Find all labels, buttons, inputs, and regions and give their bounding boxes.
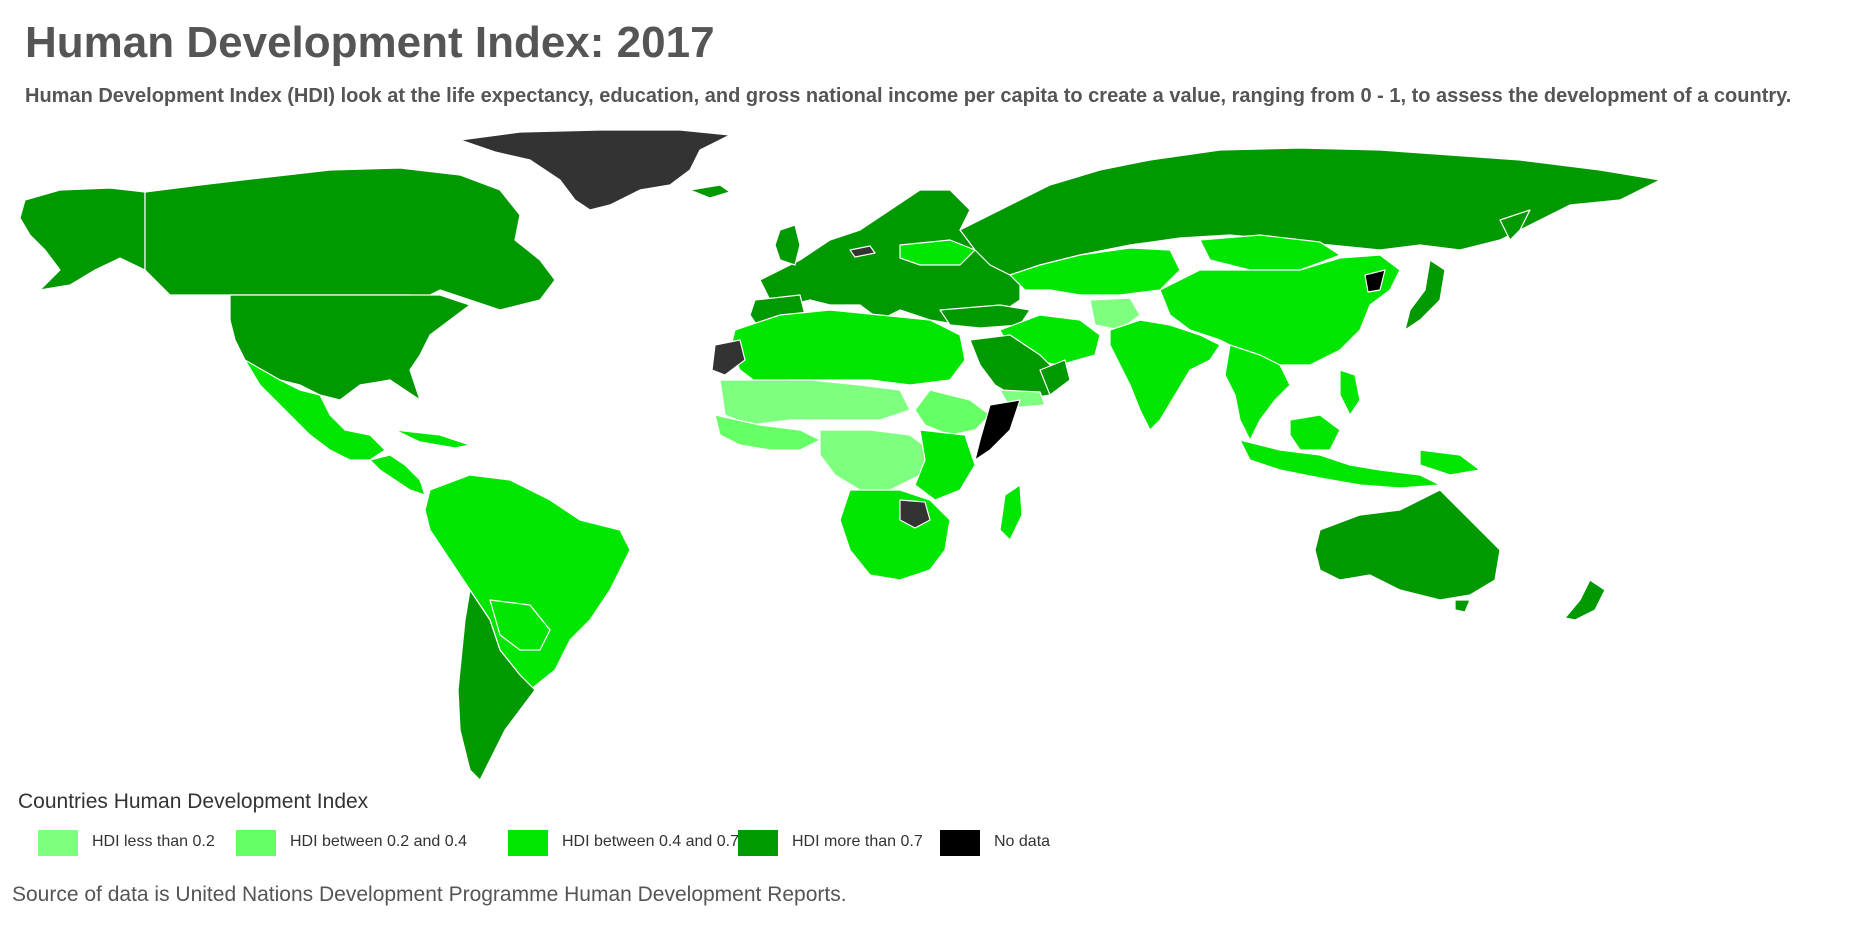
legend-swatch-no-data: [940, 830, 980, 856]
region-canada: [144, 167, 556, 311]
region-korea-north: [1364, 269, 1386, 293]
region-zimbabwe: [899, 499, 931, 529]
region-central-america: [369, 454, 426, 496]
region-indonesia: [1239, 439, 1441, 489]
region-india: [1109, 319, 1221, 431]
region-argentina-chile: [457, 589, 536, 781]
region-central-africa: [819, 429, 931, 491]
region-southeast-asia: [1224, 344, 1291, 441]
legend-title: Countries Human Development Index: [18, 790, 369, 813]
legend-label-low: HDI between 0.2 and 0.4: [290, 833, 468, 850]
region-south-america-north: [424, 474, 631, 691]
region-kamchatka: [1499, 209, 1531, 241]
region-tasmania: [1454, 599, 1471, 613]
region-japan: [1404, 259, 1446, 331]
region-north-africa: [729, 309, 966, 386]
region-china: [1159, 254, 1401, 366]
region-europe: [759, 189, 1021, 326]
region-borneo: [1289, 414, 1341, 451]
region-madagascar: [999, 484, 1023, 541]
legend-label-medium: HDI between 0.4 and 0.7: [562, 833, 740, 850]
region-mongolia: [1199, 234, 1341, 271]
legend-label-no-data: No data: [994, 833, 1051, 850]
region-kazakhstan: [1009, 247, 1181, 296]
region-western-sahara: [711, 339, 746, 376]
legend-swatch-high: [738, 830, 778, 856]
region-caribbean: [394, 429, 471, 449]
region-czechia: [849, 245, 876, 258]
region-ukraine-moldova: [899, 239, 976, 266]
source-note: Source of data is United Nations Develop…: [12, 883, 847, 906]
region-bolivia-paraguay: [489, 599, 551, 651]
region-southern-africa: [839, 489, 951, 581]
legend-swatch-medium: [508, 830, 548, 856]
region-uk: [774, 224, 801, 266]
region-philippines: [1339, 369, 1361, 416]
region-somalia: [974, 399, 1021, 461]
page-title: Human Development Index: 2017: [25, 18, 715, 67]
region-greenland: [459, 130, 731, 211]
region-alaska: [19, 187, 146, 291]
legend-label-high: HDI more than 0.7: [792, 833, 923, 850]
legend-swatch-very-low: [38, 830, 78, 856]
region-oman: [1039, 359, 1071, 396]
region-iceland: [689, 184, 731, 199]
page-subtitle: Human Development Index (HDI) look at th…: [25, 85, 1792, 107]
region-afghanistan: [1089, 297, 1141, 331]
region-mexico: [244, 359, 386, 461]
region-east-africa-horn: [914, 389, 991, 436]
world-map: [0, 130, 1869, 790]
legend-swatch-low: [236, 830, 276, 856]
legend-label-very-low: HDI less than 0.2: [92, 833, 215, 850]
region-new-zealand: [1564, 579, 1606, 621]
world-map-svg: [19, 130, 1661, 781]
region-east-africa: [914, 429, 976, 501]
region-west-africa: [714, 414, 821, 451]
region-australia: [1314, 489, 1501, 601]
region-papua: [1419, 449, 1481, 476]
region-sahel: [719, 379, 911, 426]
